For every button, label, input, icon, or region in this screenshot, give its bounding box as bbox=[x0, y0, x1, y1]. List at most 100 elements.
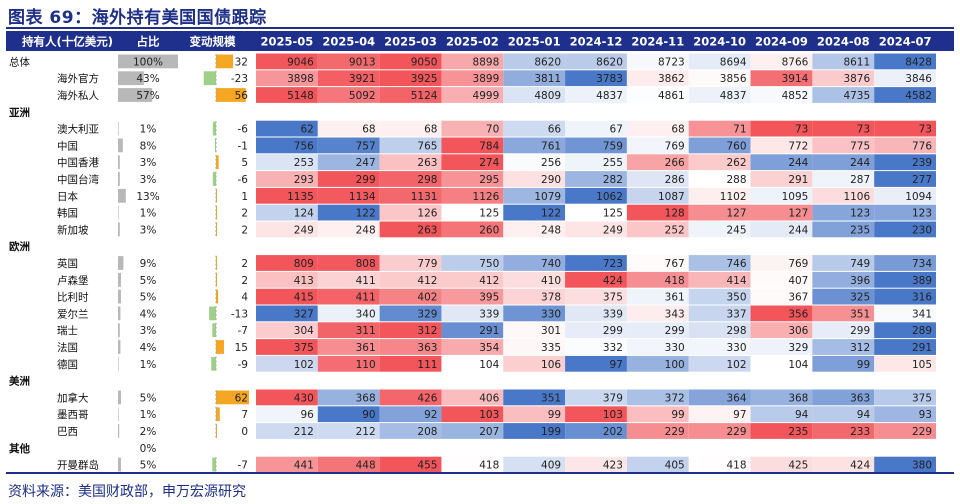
change-bar bbox=[216, 407, 220, 422]
heat-cell bbox=[750, 53, 813, 70]
heat-value: 73 bbox=[857, 124, 870, 136]
heat-cell bbox=[379, 305, 442, 322]
share-value: 3% bbox=[140, 224, 157, 236]
heat-cell bbox=[379, 171, 442, 187]
heat-value: 73 bbox=[919, 124, 932, 136]
heat-cell bbox=[874, 271, 936, 288]
heat-cell bbox=[503, 53, 566, 70]
heat-cell bbox=[379, 53, 442, 70]
heat-value: 407 bbox=[788, 275, 808, 287]
heat-cell bbox=[503, 305, 566, 322]
heat-cell bbox=[565, 70, 627, 87]
heat-value: 1094 bbox=[905, 191, 932, 203]
heat-value: 8620 bbox=[534, 56, 561, 68]
heat-value: 808 bbox=[356, 258, 376, 270]
heat-cell bbox=[441, 154, 504, 171]
heat-cell bbox=[441, 53, 504, 70]
heat-cell bbox=[688, 120, 751, 137]
heat-cell bbox=[256, 221, 318, 238]
heat-value: 411 bbox=[356, 292, 376, 304]
holder-name: 墨西哥 bbox=[57, 409, 89, 421]
heat-cell bbox=[688, 456, 751, 473]
heat-cell bbox=[750, 389, 813, 406]
heat-cell bbox=[379, 339, 442, 355]
heat-cell bbox=[503, 406, 566, 423]
heat-cell bbox=[874, 305, 936, 322]
share-value: 3% bbox=[140, 325, 157, 337]
heat-cell bbox=[256, 87, 318, 103]
change-bar bbox=[216, 222, 218, 237]
heat-value: 229 bbox=[912, 426, 932, 438]
heat-cell bbox=[503, 187, 566, 204]
share-bar bbox=[118, 155, 120, 170]
change-bar bbox=[216, 340, 224, 354]
heat-cell bbox=[379, 255, 442, 271]
heat-cell bbox=[317, 406, 380, 423]
heat-value: 332 bbox=[603, 342, 623, 354]
heat-value: 244 bbox=[788, 157, 808, 169]
heat-value: 244 bbox=[850, 157, 870, 169]
heat-cell bbox=[256, 271, 318, 288]
heat-value: 361 bbox=[356, 342, 376, 354]
heat-cell bbox=[688, 53, 751, 70]
share-value: 3% bbox=[140, 174, 157, 186]
heat-cell bbox=[750, 255, 813, 271]
holder-name: 中国香港 bbox=[57, 156, 99, 169]
heat-cell bbox=[256, 187, 318, 204]
heat-cell bbox=[441, 322, 504, 339]
heat-cell bbox=[503, 120, 566, 137]
heat-value: 418 bbox=[726, 460, 746, 472]
heat-value: 1126 bbox=[473, 191, 500, 203]
heat-value: 1095 bbox=[782, 191, 809, 203]
heat-cell bbox=[626, 322, 689, 339]
heat-cell bbox=[441, 221, 504, 238]
heat-value: 229 bbox=[665, 426, 685, 438]
heat-value: 765 bbox=[417, 140, 437, 152]
change-value: 2 bbox=[241, 224, 248, 236]
heat-cell bbox=[256, 322, 318, 339]
heat-cell bbox=[565, 322, 627, 339]
heat-cell bbox=[503, 456, 566, 473]
heat-value: 235 bbox=[788, 426, 808, 438]
heat-cell bbox=[626, 204, 689, 221]
heat-cell bbox=[812, 204, 875, 221]
heat-cell bbox=[626, 171, 689, 187]
heat-value: 1106 bbox=[843, 191, 870, 203]
bottom-divider bbox=[6, 472, 954, 474]
heat-cell bbox=[750, 87, 813, 103]
heat-value: 776 bbox=[912, 140, 932, 152]
heat-cell bbox=[812, 271, 875, 288]
heat-value: 9046 bbox=[287, 56, 314, 68]
heat-cell bbox=[750, 221, 813, 238]
heat-value: 277 bbox=[912, 174, 932, 186]
change-bar bbox=[211, 356, 216, 371]
heat-value: 769 bbox=[665, 140, 685, 152]
heat-value: 375 bbox=[603, 292, 623, 304]
share-value: 3% bbox=[140, 157, 157, 169]
heat-value: 249 bbox=[294, 224, 314, 236]
heat-cell bbox=[750, 355, 813, 372]
heat-value: 70 bbox=[486, 124, 499, 136]
share-value: 5% bbox=[140, 275, 157, 287]
heat-value: 253 bbox=[294, 157, 314, 169]
heat-value: 92 bbox=[424, 409, 437, 421]
heat-value: 3856 bbox=[720, 73, 747, 85]
heat-cell bbox=[379, 70, 442, 87]
heat-value: 378 bbox=[541, 292, 561, 304]
heat-value: 372 bbox=[665, 392, 685, 404]
heat-value: 212 bbox=[356, 426, 376, 438]
heat-value: 425 bbox=[788, 460, 808, 472]
heat-cell bbox=[626, 423, 689, 439]
header-month: 2024-11 bbox=[631, 35, 684, 49]
share-bar bbox=[118, 172, 120, 186]
heat-cell bbox=[503, 355, 566, 372]
heat-cell bbox=[688, 204, 751, 221]
heat-cell bbox=[565, 305, 627, 322]
heat-value: 8766 bbox=[782, 56, 809, 68]
heat-cell bbox=[256, 120, 318, 137]
change-bar bbox=[212, 457, 216, 472]
holder-name: 总体 bbox=[9, 55, 30, 68]
heat-cell bbox=[317, 305, 380, 322]
share-value: 4% bbox=[140, 342, 157, 354]
heat-value: 412 bbox=[417, 275, 437, 287]
